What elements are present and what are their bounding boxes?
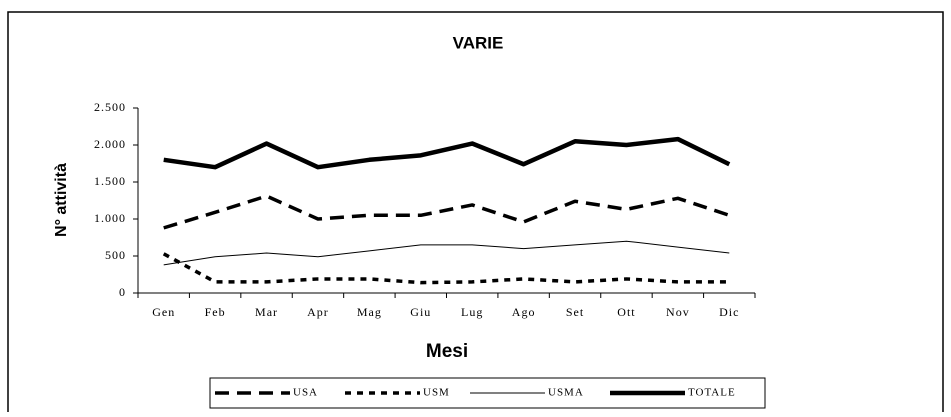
- y-tick-label: 1.000: [94, 211, 126, 225]
- y-tick-label: 1.500: [94, 174, 126, 188]
- x-tick-label: Mar: [255, 305, 278, 319]
- chart-title: VARIE: [453, 33, 504, 52]
- x-tick-label: Lug: [461, 305, 483, 319]
- x-tick-label: Ott: [617, 305, 635, 319]
- x-tick-label: Nov: [666, 305, 690, 319]
- x-tick-label: Set: [566, 305, 584, 319]
- legend-label: USM: [423, 387, 450, 399]
- legend-label: USMA: [548, 387, 584, 399]
- x-tick-label: Dic: [719, 305, 739, 319]
- series-line: [162, 252, 730, 285]
- y-axis-label: N° attività: [53, 163, 70, 237]
- x-tick-label: Apr: [307, 305, 329, 319]
- x-tick-label: Gen: [152, 305, 175, 319]
- series-line: [163, 136, 731, 170]
- y-tick-label: 500: [105, 248, 126, 262]
- frame: [7, 11, 944, 417]
- legend-label: USA: [293, 387, 318, 399]
- x-tick-label: Ago: [512, 305, 536, 319]
- series-line: [163, 240, 730, 266]
- y-tick-label: 2.500: [94, 100, 126, 114]
- legend-label: TOTALE: [688, 387, 736, 399]
- x-tick-label: Feb: [205, 305, 226, 319]
- x-tick-label: Giu: [410, 305, 431, 319]
- x-axis-label: Mesi: [426, 341, 468, 362]
- series-line: [163, 194, 730, 230]
- x-tick-label: Mag: [357, 305, 382, 319]
- y-tick-label: 2.000: [94, 137, 126, 151]
- y-tick-label: 0: [119, 285, 126, 299]
